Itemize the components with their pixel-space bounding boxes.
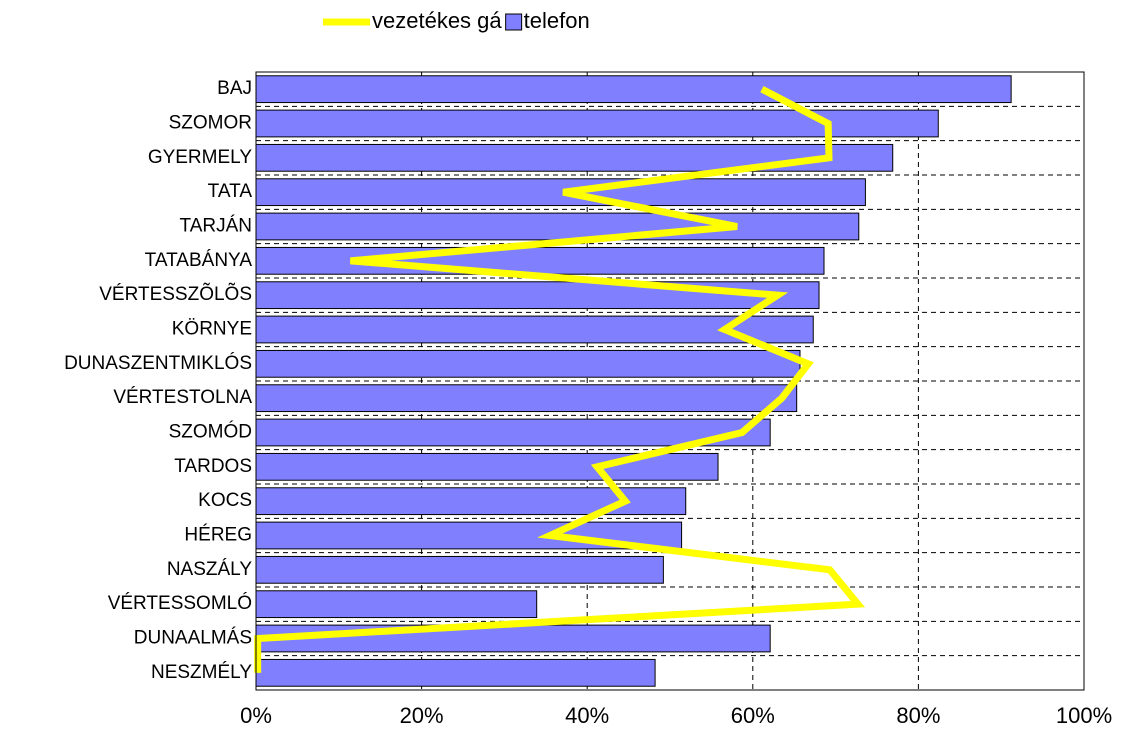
y-tick-label: TARJÁN (180, 216, 252, 237)
y-tick-label: BAJ (217, 78, 252, 99)
bar (255, 246, 825, 275)
bar (255, 178, 866, 207)
y-tick-label: HÉREG (184, 525, 252, 546)
y-tick-label: SZOMOR (169, 113, 252, 134)
bar (255, 349, 801, 378)
bar (255, 212, 860, 241)
legend-box (505, 13, 523, 31)
x-tick-label: 20% (400, 703, 444, 728)
y-tick-label: DUNASZENTMIKLÓS (64, 352, 252, 374)
y-tick-label: GYERMELY (148, 147, 253, 168)
x-tick-label: 0% (240, 703, 272, 728)
line (254, 86, 866, 673)
bar (255, 109, 939, 138)
x-tick-label: 100% (1056, 703, 1112, 728)
y-tick-label: TATABÁNYA (145, 250, 253, 271)
bar (255, 143, 894, 172)
y-tick-label: SZOMÓD (169, 421, 252, 443)
y-tick-label: KOCS (198, 490, 252, 511)
y-tick-label: NASZÁLY (167, 559, 253, 580)
bar (255, 590, 538, 619)
y-tick-label: TARDOS (174, 456, 252, 477)
bar (255, 281, 820, 310)
x-tick-label: 80% (896, 703, 940, 728)
bar (255, 75, 1012, 104)
y-tick-label: VÉRTESSZÕLÕS (99, 283, 252, 305)
bar (255, 624, 771, 653)
legend-label: vezetékes gá (372, 8, 502, 33)
y-tick-label: TATA (208, 181, 253, 202)
x-tick-label: 40% (565, 703, 609, 728)
bar (255, 418, 771, 447)
y-tick-label: VÉRTESTOLNA (113, 387, 252, 408)
y-tick-label: DUNAALMÁS (134, 628, 252, 649)
y-tick-label: NESZMÉLY (151, 662, 252, 683)
legend-label: telefon (524, 8, 590, 33)
bar (255, 658, 656, 687)
x-tick-label: 60% (731, 703, 775, 728)
y-tick-label: VÉRTESSOMLÓ (108, 592, 252, 614)
bar (255, 384, 798, 413)
plot-frame (255, 71, 1085, 691)
y-tick-label: KÖRNYE (172, 319, 252, 340)
bar (255, 555, 664, 584)
